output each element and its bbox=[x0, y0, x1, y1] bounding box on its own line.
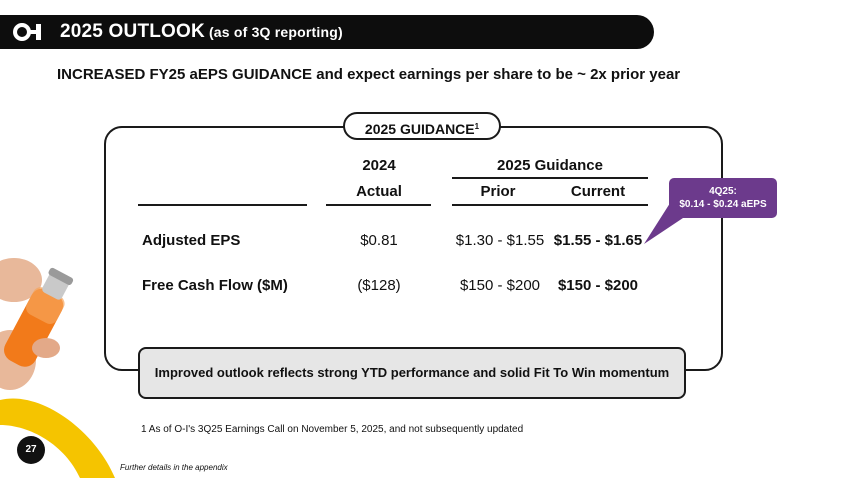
cell-eps-current: $1.55 - $1.65 bbox=[553, 232, 643, 249]
guidance-tag-label: 2025 GUIDANCE bbox=[364, 121, 475, 137]
cell-eps-prior: $1.30 - $1.55 bbox=[455, 232, 545, 249]
page-title: 2025 OUTLOOK (as of 3Q reporting) bbox=[60, 21, 343, 43]
summary-box: Improved outlook reflects strong YTD per… bbox=[138, 347, 686, 399]
title-subtitle: (as of 3Q reporting) bbox=[208, 24, 343, 40]
col-prior: Prior bbox=[480, 183, 516, 200]
callout-line1: 4Q25: bbox=[709, 186, 737, 197]
header-rule-guidance bbox=[452, 204, 648, 206]
guidance-tag: 2025 GUIDANCE1 bbox=[343, 112, 501, 140]
guidance-tag-footnote-ref: 1 bbox=[474, 122, 480, 131]
col-2024-bottom: Actual bbox=[356, 183, 402, 200]
col-2025-guidance: 2025 Guidance bbox=[497, 157, 603, 174]
bottle-hand-image bbox=[0, 258, 115, 478]
title-main: 2025 OUTLOOK bbox=[60, 21, 205, 42]
oi-logo-icon bbox=[13, 23, 41, 41]
cell-fcf-actual: ($128) bbox=[357, 277, 401, 294]
callout-4q25: 4Q25: $0.14 - $0.24 aEPS bbox=[669, 178, 777, 218]
header-rule-label bbox=[138, 204, 307, 206]
cell-eps-actual: $0.81 bbox=[360, 232, 398, 249]
title-bar: 2025 OUTLOOK (as of 3Q reporting) bbox=[0, 15, 654, 49]
headline-rest: and expect earnings per share to be ~ 2x… bbox=[312, 66, 681, 83]
callout-line2: $0.14 - $0.24 aEPS bbox=[679, 199, 767, 210]
headline-bold: INCREASED FY25 aEPS GUIDANCE bbox=[57, 66, 313, 83]
row-label-free-cash-flow: Free Cash Flow ($M) bbox=[142, 277, 288, 294]
header-rule-actual bbox=[326, 204, 431, 206]
row-label-adjusted-eps: Adjusted EPS bbox=[142, 232, 241, 249]
footnote: 1 As of O-I's 3Q25 Earnings Call on Nove… bbox=[141, 424, 524, 435]
col-2024-top: 2024 bbox=[362, 157, 396, 174]
cell-fcf-prior: $150 - $200 bbox=[459, 277, 541, 294]
header-rule-2025 bbox=[452, 177, 648, 179]
cell-fcf-current: $150 - $200 bbox=[557, 277, 639, 294]
page-number: 27 bbox=[17, 436, 45, 464]
col-current: Current bbox=[570, 183, 626, 200]
guidance-box bbox=[104, 126, 723, 371]
appendix-note: Further details in the appendix bbox=[120, 463, 228, 472]
headline: INCREASED FY25 aEPS GUIDANCE and expect … bbox=[57, 66, 680, 83]
